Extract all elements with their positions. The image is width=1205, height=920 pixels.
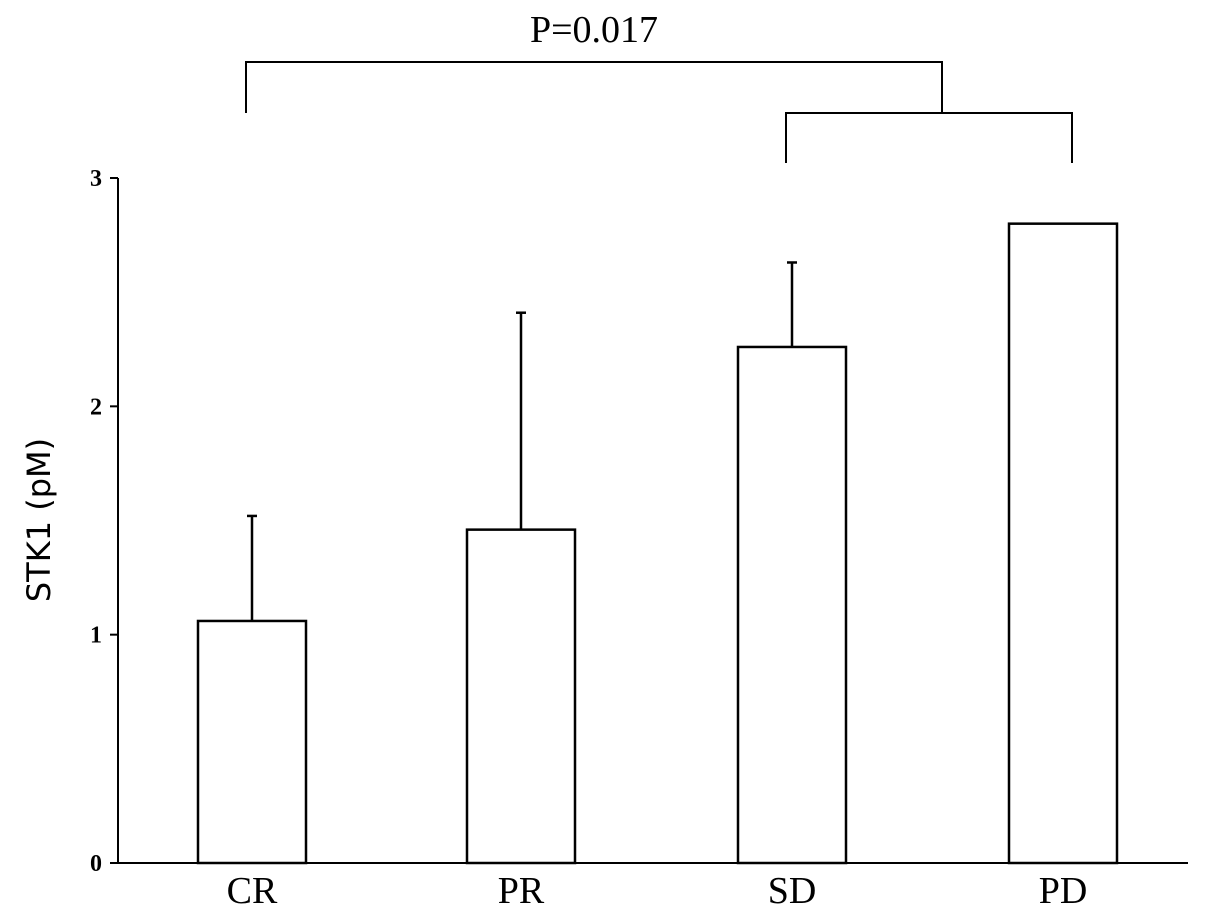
- bar-pr: [465, 528, 577, 865]
- p-value-label: P=0.017: [530, 9, 658, 51]
- x-tick-label-cr: CR: [227, 870, 278, 912]
- significance-bracket: P=0.017: [245, 9, 1073, 163]
- y-tick-label: 0: [90, 851, 102, 877]
- y-tick-label: 1: [90, 623, 102, 649]
- x-tick-label-sd: SD: [768, 870, 817, 912]
- y-ticks: 0 1 2 3: [90, 166, 118, 877]
- y-axis-label: STK1 (pM): [20, 438, 58, 602]
- y-tick-label: 2: [90, 394, 102, 420]
- bar-cr: [196, 619, 308, 865]
- error-bars: [247, 261, 797, 621]
- bar-pd: [1007, 222, 1119, 865]
- x-tick-labels: CR PR SD PD: [227, 870, 1088, 912]
- bar-sd: [736, 345, 848, 865]
- outer-bracket: [245, 61, 943, 113]
- bars: [196, 222, 1119, 865]
- x-tick-label-pd: PD: [1039, 870, 1088, 912]
- y-tick-label: 3: [90, 166, 102, 192]
- inner-bracket: [785, 112, 1073, 163]
- x-tick-label-pr: PR: [498, 870, 545, 912]
